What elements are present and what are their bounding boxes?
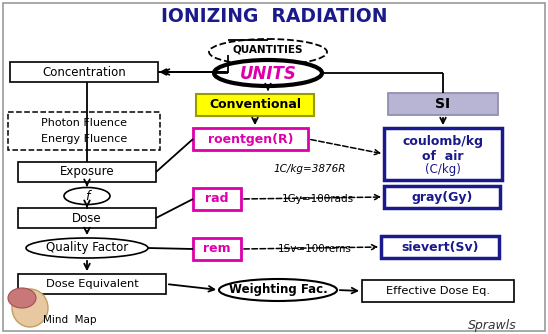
- Text: IONIZING  RADIATION: IONIZING RADIATION: [161, 7, 387, 26]
- Text: QUANTITIES: QUANTITIES: [233, 45, 303, 55]
- Text: Concentration: Concentration: [42, 65, 126, 78]
- Ellipse shape: [12, 289, 48, 327]
- Text: Dose Equivalent: Dose Equivalent: [45, 279, 139, 289]
- Text: 1C/kg=3876R: 1C/kg=3876R: [274, 164, 346, 174]
- Text: Conventional: Conventional: [209, 99, 301, 112]
- Text: of  air: of air: [423, 150, 464, 163]
- Ellipse shape: [219, 279, 337, 301]
- Text: Exposure: Exposure: [60, 166, 115, 178]
- Text: Sprawls: Sprawls: [467, 319, 516, 332]
- Text: Dose: Dose: [72, 211, 102, 224]
- Polygon shape: [381, 236, 499, 258]
- Text: UNITS: UNITS: [239, 65, 296, 83]
- Ellipse shape: [8, 288, 36, 308]
- Text: Quality Factor: Quality Factor: [46, 241, 128, 255]
- Text: SI: SI: [436, 97, 450, 111]
- Polygon shape: [388, 93, 498, 115]
- Polygon shape: [193, 188, 241, 210]
- Polygon shape: [193, 128, 308, 150]
- Text: rad: rad: [206, 192, 229, 205]
- Text: roentgen(R): roentgen(R): [208, 133, 293, 146]
- Polygon shape: [384, 128, 502, 180]
- Polygon shape: [3, 3, 545, 331]
- Text: gray(Gy): gray(Gy): [412, 190, 473, 203]
- Ellipse shape: [209, 39, 327, 65]
- Polygon shape: [196, 94, 314, 116]
- Text: rem: rem: [203, 242, 231, 256]
- Ellipse shape: [214, 60, 322, 86]
- Text: Effective Dose Eq.: Effective Dose Eq.: [386, 286, 490, 296]
- Polygon shape: [10, 62, 158, 82]
- Text: Weighting Fac.: Weighting Fac.: [229, 284, 327, 297]
- Text: f: f: [85, 189, 89, 202]
- Text: coulomb/kg: coulomb/kg: [402, 136, 483, 149]
- Text: Photon Fluence: Photon Fluence: [41, 118, 127, 128]
- Polygon shape: [18, 274, 166, 294]
- Ellipse shape: [64, 187, 110, 204]
- Polygon shape: [8, 112, 160, 150]
- Polygon shape: [384, 186, 500, 208]
- Text: Mind  Map: Mind Map: [43, 315, 96, 325]
- Text: (C/kg): (C/kg): [425, 163, 461, 175]
- Text: Energy Fluence: Energy Fluence: [41, 134, 127, 144]
- Polygon shape: [193, 238, 241, 260]
- Polygon shape: [18, 208, 156, 228]
- Polygon shape: [18, 162, 156, 182]
- Text: 1Gy=100rads: 1Gy=100rads: [282, 194, 354, 204]
- Ellipse shape: [26, 238, 148, 258]
- Text: 1Sv=100rems: 1Sv=100rems: [278, 244, 352, 254]
- Text: sievert(Sv): sievert(Sv): [401, 240, 479, 254]
- Polygon shape: [362, 280, 514, 302]
